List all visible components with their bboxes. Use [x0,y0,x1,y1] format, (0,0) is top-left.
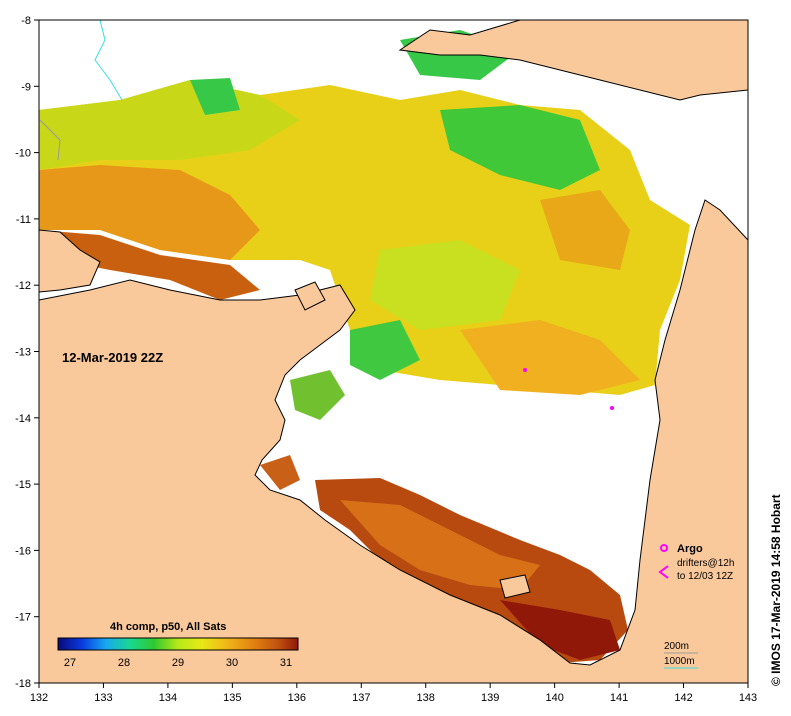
x-tick-label: 139 [481,692,499,704]
y-tick-label: -10 [15,148,31,160]
x-tick-label: 142 [674,692,692,704]
x-tick-label: 140 [545,692,563,704]
argo-legend-icon [660,544,668,552]
x-tick-label: 136 [288,692,306,704]
x-tick-label: 143 [739,692,757,704]
y-tick-label: -16 [15,545,31,557]
x-axis: 132 133 134 135 136 137 138 139 140 141 142 143 [30,683,757,704]
colorbar-tick-label: 28 [118,657,130,669]
y-tick-label: -14 [15,413,31,425]
x-tick-label: 135 [223,692,241,704]
sst-field [39,30,690,663]
colorbar-gradient [57,637,299,651]
y-tick-label: -11 [16,214,31,226]
y-tick-label: -18 [15,678,31,690]
y-tick-label: -8 [21,15,31,27]
isobath-200m-line [39,119,61,161]
x-tick-label: 134 [159,692,177,704]
map-plot-area [39,20,748,683]
y-tick-label: -17 [15,612,31,624]
x-tick-label: 141 [610,692,628,704]
credit-label: © IMOS 17-Mar-2019 14:58 Hobart [769,494,783,686]
y-tick-label: -12 [15,280,31,292]
drifter-legend-icon [658,565,669,579]
y-tick-label: -9 [21,81,31,93]
isobath-1000m-line [94,20,123,101]
float-legend: Argo drifters@12h to 12/03 12Z [658,543,734,582]
colorbar-title: 4h comp, p50, All Sats [110,621,226,633]
drifters-to-label: to 12/03 12Z [677,571,733,582]
colorbar-tick-label: 29 [172,657,184,669]
colorbar-tick-label: 31 [280,657,292,669]
x-tick-label: 138 [417,692,435,704]
isobath-1000-label: 1000m [664,656,695,667]
y-tick-label: -15 [15,479,31,491]
x-tick-label: 137 [352,692,370,704]
isobath-legend: 200m 1000m [664,641,698,669]
colorbar-tick-label: 27 [64,657,76,669]
y-tick-label: -13 [15,347,31,359]
land [39,20,748,683]
x-tick-label: 133 [94,692,112,704]
argo-float-marker [523,368,527,372]
argo-float-marker [610,406,614,410]
y-axis: -8 -9 -10 -11 -12 -13 -14 -15 -16 -17 -18 [15,15,39,690]
drifters-label: drifters@12h [677,558,734,569]
isobath-200-label: 200m [664,641,689,652]
colorbar-tick-label: 30 [226,657,238,669]
date-label: 12-Mar-2019 22Z [62,350,163,365]
argo-label: Argo [677,543,703,555]
x-tick-label: 132 [30,692,48,704]
colorbar: 4h comp, p50, All Sats 27 28 29 30 31 [57,621,299,669]
